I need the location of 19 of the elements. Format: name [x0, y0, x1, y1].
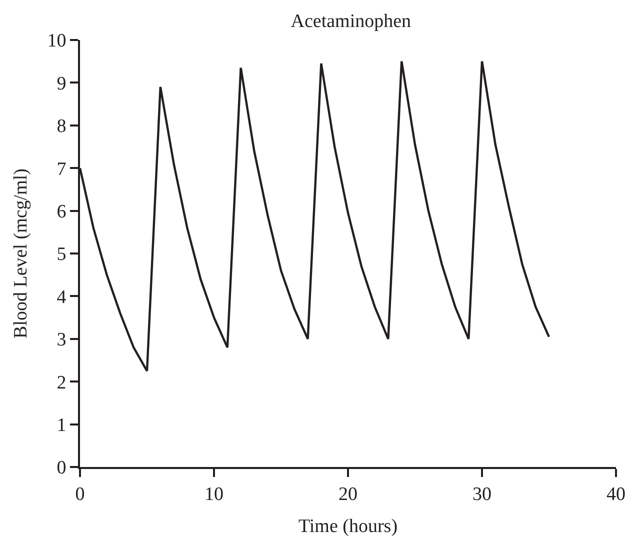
x-axis-title: Time (hours) [298, 516, 398, 538]
y-tick-label: 4 [56, 286, 67, 308]
y-tick-label: 7 [56, 158, 66, 180]
x-tick-label: 30 [472, 484, 492, 505]
x-tick-label: 40 [606, 484, 626, 505]
y-tick-label: 2 [56, 372, 66, 394]
y-tick-label: 9 [56, 73, 66, 94]
chart-title: Acetaminophen [290, 10, 412, 32]
x-tick-label: 10 [204, 484, 224, 505]
y-tick-label: 8 [56, 116, 66, 138]
y-tick-label: 1 [56, 414, 66, 436]
x-tick-label: 0 [75, 484, 85, 505]
y-tick-label: 10 [47, 30, 66, 52]
y-tick-label: 5 [56, 244, 66, 266]
y-axis-title: Blood Level (mcg/ml) [10, 168, 32, 338]
x-tick-label: 20 [338, 484, 358, 505]
y-tick-label: 0 [56, 458, 66, 479]
y-tick-label: 3 [56, 330, 66, 351]
y-tick-label: 6 [56, 201, 66, 222]
